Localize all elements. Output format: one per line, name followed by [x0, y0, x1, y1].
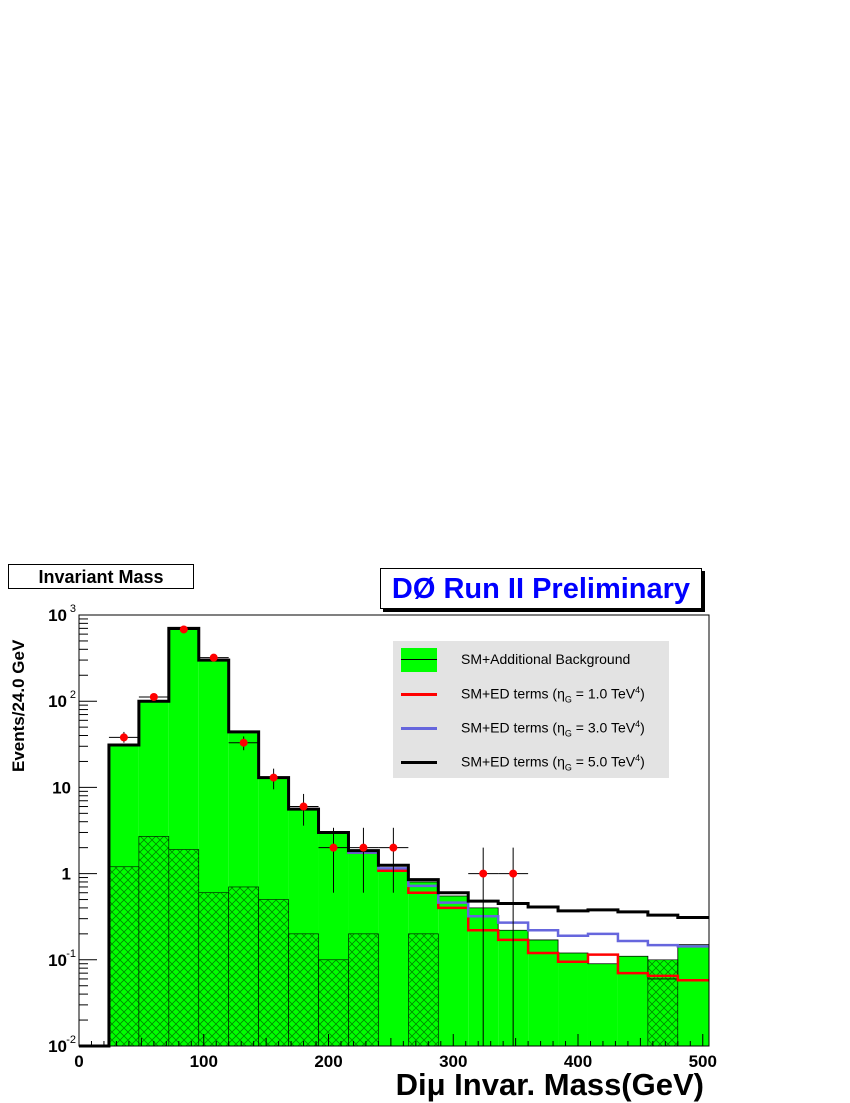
- histogram-bar: [617, 956, 648, 1046]
- hatched-bar: [647, 959, 679, 1047]
- hatched-bar: [288, 933, 319, 1047]
- legend-label: SM+ED terms (ηG = 1.0 TeV4): [461, 685, 645, 705]
- hatched-bar: [408, 933, 439, 1047]
- histogram-bar: [528, 939, 559, 1046]
- y-tick-exponent: -2: [66, 1034, 76, 1046]
- hatched-bar: [198, 892, 230, 1047]
- preliminary-label: DØ Run II Preliminary: [380, 568, 702, 609]
- x-tick-label: 0: [74, 1052, 83, 1071]
- legend-label: SM+ED terms (ηG = 5.0 TeV4): [461, 753, 645, 773]
- legend-item-ed-5: SM+ED terms (ηG = 5.0 TeV4): [393, 745, 669, 779]
- histogram-bar: [587, 963, 618, 1046]
- x-tick-label: 400: [564, 1052, 592, 1071]
- data-point: [479, 869, 488, 878]
- legend-swatch-fill: [401, 648, 437, 672]
- y-tick-exponent: -1: [66, 948, 76, 960]
- data-point: [269, 773, 278, 782]
- hatched-bar: [228, 886, 259, 1047]
- data-point: [359, 843, 368, 852]
- x-tick-label: 200: [314, 1052, 342, 1071]
- y-tick-label: 1: [62, 865, 71, 884]
- data-point: [509, 869, 518, 878]
- x-tick-label: 100: [190, 1052, 218, 1071]
- hatched-bar: [168, 849, 200, 1047]
- hatched-bar: [138, 836, 170, 1047]
- data-point: [149, 692, 158, 701]
- hatched-bar: [318, 959, 349, 1047]
- legend-label: SM+Additional Background: [461, 651, 631, 667]
- hatched-bar: [348, 933, 379, 1047]
- y-tick-label: 10: [52, 778, 71, 797]
- legend-swatch-blue-line: [401, 727, 437, 730]
- histogram-bar: [677, 944, 709, 1046]
- legend-item-sm-background: SM+Additional Background: [393, 643, 669, 677]
- y-tick-label: 10: [48, 692, 67, 711]
- y-tick-label: 10: [48, 1037, 67, 1056]
- data-point: [239, 738, 248, 747]
- data-point: [209, 653, 218, 662]
- legend-swatch-black-line: [401, 761, 437, 764]
- y-tick-exponent: 2: [70, 689, 76, 701]
- histogram-bar: [438, 895, 469, 1046]
- y-tick-label: 10: [48, 951, 67, 970]
- data-point: [329, 843, 338, 852]
- hatched-bar: [108, 866, 140, 1047]
- x-tick-label: 300: [439, 1052, 467, 1071]
- data-point: [389, 843, 398, 852]
- x-axis-label: Diμ Invar. Mass(GeV): [395, 1067, 704, 1102]
- data-point: [179, 625, 188, 634]
- data-point: [119, 733, 128, 742]
- y-axis-label: Events/24.0 GeV: [9, 639, 28, 772]
- legend-swatch-red-line: [401, 693, 437, 696]
- hatched-bar: [258, 899, 289, 1047]
- y-tick-label: 10: [48, 606, 67, 625]
- data-point: [299, 802, 308, 811]
- x-tick-label: 500: [689, 1052, 717, 1071]
- histogram-bar: [558, 952, 588, 1046]
- y-tick-exponent: 3: [70, 603, 76, 615]
- legend-label: SM+ED terms (ηG = 3.0 TeV4): [461, 719, 645, 739]
- histogram-bar: [378, 870, 409, 1046]
- legend-item-ed-3: SM+ED terms (ηG = 3.0 TeV4): [393, 711, 669, 745]
- histogram-title: Invariant Mass: [8, 564, 194, 589]
- legend-item-ed-1: SM+ED terms (ηG = 1.0 TeV4): [393, 677, 669, 711]
- legend: SM+Additional Background SM+ED terms (ηG…: [393, 641, 669, 778]
